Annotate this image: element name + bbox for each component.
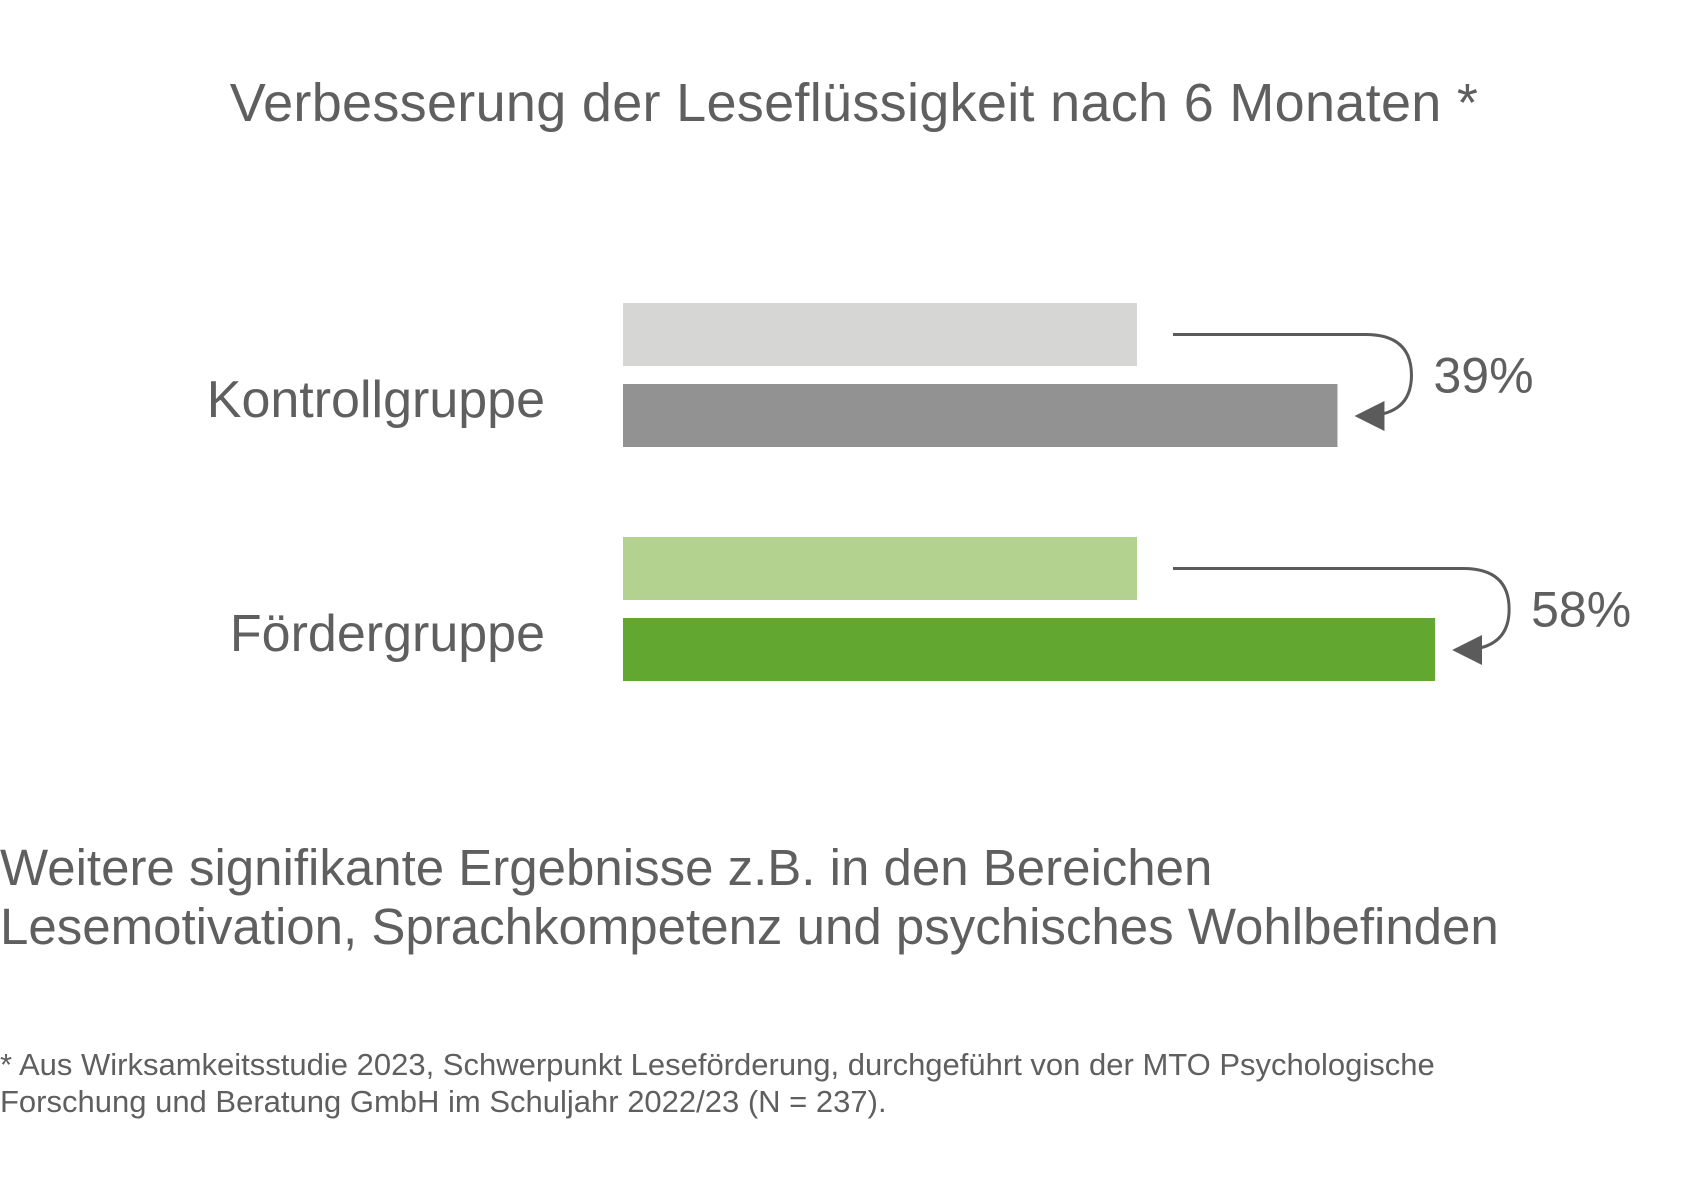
change-label-1: 58%	[1531, 581, 1631, 637]
summary-text: Weitere signifikante Ergebnisse z.B. in …	[0, 838, 1708, 956]
footnote-line-1: * Aus Wirksamkeitsstudie 2023, Schwerpun…	[0, 1047, 1435, 1082]
category-label-0: Kontrollgruppe	[207, 371, 545, 429]
bar-before-1	[623, 537, 1137, 600]
bar-before-0	[623, 303, 1137, 366]
change-label-0: 39%	[1433, 347, 1533, 403]
chart-title: Verbesserung der Leseflüssigkeit nach 6 …	[229, 73, 1479, 133]
summary-line-1: Weitere signifikante Ergebnisse z.B. in …	[0, 839, 1213, 896]
bar-after-1	[623, 618, 1436, 681]
change-arrow-0	[1173, 333, 1413, 431]
footnote: * Aus Wirksamkeitsstudie 2023, Schwerpun…	[0, 1046, 1708, 1120]
category-label-1: Fördergruppe	[230, 605, 545, 663]
summary-line-2: Lesemotivation, Sprachkompetenz und psyc…	[0, 898, 1499, 955]
footnote-line-2: Forschung und Beratung GmbH im Schuljahr…	[0, 1084, 887, 1119]
bar-after-0	[623, 384, 1338, 447]
bar-chart: Kontrollgruppe 39% Fördergruppe 58%	[207, 303, 1631, 681]
change-arrow-1	[1173, 567, 1511, 665]
